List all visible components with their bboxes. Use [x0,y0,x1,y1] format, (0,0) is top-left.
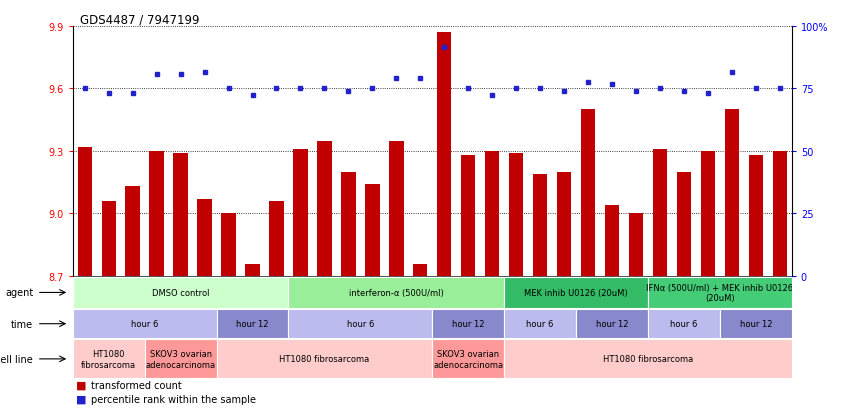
Text: ■: ■ [76,380,86,390]
Bar [198,199,211,276]
Bar [73,310,217,338]
Bar [648,277,792,309]
Bar [246,264,259,276]
Bar [73,277,288,309]
Bar [217,339,432,378]
Text: GDS4487 / 7947199: GDS4487 / 7947199 [80,14,199,27]
Text: HT1080
fibrosarcoma: HT1080 fibrosarcoma [81,349,136,369]
Bar [605,206,619,276]
Bar [677,172,691,276]
Text: cell line: cell line [0,354,33,364]
Text: transformed count: transformed count [91,380,181,390]
Text: hour 6: hour 6 [347,319,374,328]
Text: ■: ■ [76,394,86,404]
Text: SKOV3 ovarian
adenocarcinoma: SKOV3 ovarian adenocarcinoma [433,349,503,369]
Bar [73,339,145,378]
Bar [145,339,217,378]
Bar [294,150,307,276]
Bar [725,110,739,276]
Text: HT1080 fibrosarcoma: HT1080 fibrosarcoma [603,354,693,363]
Text: HT1080 fibrosarcoma: HT1080 fibrosarcoma [279,354,370,363]
Text: hour 12: hour 12 [236,319,269,328]
Text: DMSO control: DMSO control [152,288,210,297]
Bar [318,141,331,276]
Bar [701,152,715,276]
Bar [217,310,288,338]
Bar [174,154,187,276]
Text: time: time [11,319,33,329]
Text: hour 12: hour 12 [596,319,628,328]
Bar [629,214,643,276]
Text: percentile rank within the sample: percentile rank within the sample [91,394,256,404]
Text: MEK inhib U0126 (20uM): MEK inhib U0126 (20uM) [524,288,628,297]
Text: IFNα (500U/ml) + MEK inhib U0126
(20uM): IFNα (500U/ml) + MEK inhib U0126 (20uM) [646,283,794,302]
Bar [366,185,379,276]
Text: hour 6: hour 6 [670,319,698,328]
Bar [270,202,283,276]
Text: hour 6: hour 6 [131,319,158,328]
Bar [720,310,792,338]
Text: hour 6: hour 6 [526,319,554,328]
Bar [504,310,576,338]
Text: hour 12: hour 12 [452,319,484,328]
Bar [509,154,523,276]
Bar [581,110,595,276]
Bar [222,214,235,276]
Bar [432,310,504,338]
Text: hour 12: hour 12 [740,319,772,328]
Bar [533,174,547,276]
Bar [102,202,116,276]
Bar [648,310,720,338]
Bar [432,339,504,378]
Bar [773,152,787,276]
Bar [437,33,451,276]
Bar [288,277,504,309]
Text: interferon-α (500U/ml): interferon-α (500U/ml) [349,288,443,297]
Bar [389,141,403,276]
Bar [461,156,475,276]
Bar [557,172,571,276]
Bar [504,339,792,378]
Bar [485,152,499,276]
Bar [749,156,763,276]
Bar [288,310,432,338]
Text: agent: agent [5,288,33,298]
Bar [78,147,92,276]
Text: SKOV3 ovarian
adenocarcinoma: SKOV3 ovarian adenocarcinoma [146,349,216,369]
Bar [413,264,427,276]
Bar [150,152,163,276]
Bar [126,187,140,276]
Bar [576,310,648,338]
Bar [342,172,355,276]
Bar [653,150,667,276]
Bar [504,277,648,309]
